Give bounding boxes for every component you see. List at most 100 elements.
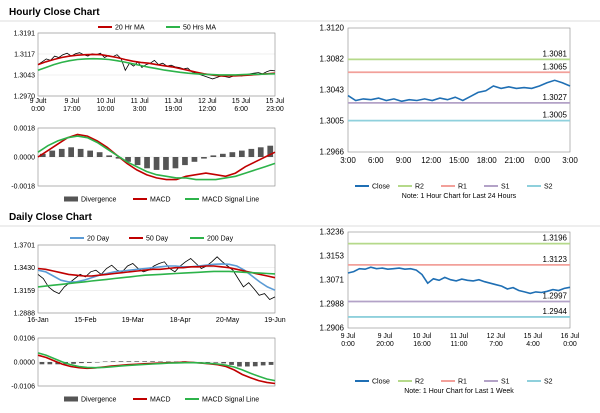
divergence-bar [158,361,163,362]
y-tick-label: 0.0106 [14,336,36,343]
divergence-bar [94,362,100,363]
x-tick-label: 10:00 [97,106,115,113]
x-tick-label: 7:00 [489,341,503,348]
legend-label: 20 Day [87,236,110,243]
series-line-signal [37,135,276,181]
x-tick-label: 15:00 [449,156,470,165]
divergence-bar [96,152,103,157]
x-tick-label: 19-Jun [264,317,286,324]
series-line-close [347,266,571,295]
divergence-bar [245,362,250,367]
divergence-bar [49,150,56,157]
divergence-bar [144,157,150,169]
legend-label: S1 [501,379,510,386]
legend-label: S1 [501,184,510,191]
chart-note: Note: 1 Hour Chart for Last 24 Hours [402,193,517,200]
y-tick-label: 1.3191 [14,31,36,38]
divergence-bar [115,157,122,159]
x-tick-label: 3:00 [133,106,147,113]
y-tick-label: 0.0000 [14,360,36,367]
divergence-bar [239,150,245,157]
divergence-bar [118,361,124,362]
y-tick-label: 1.2988 [320,300,345,309]
divergence-bar [248,148,255,157]
x-tick-label: 0:00 [563,341,577,348]
y-tick-label: 1.2970 [14,94,36,101]
legend-label: R1 [458,379,467,386]
x-tick-label: 6:00 [234,106,248,113]
series-line-ma_long [37,270,276,288]
divergence-bar [166,361,171,362]
x-tick-label: 15 Jul [232,98,251,105]
plot-frame [347,231,571,329]
series-line-ma_fast [37,265,276,279]
y-tick-label: 1.3153 [320,252,345,261]
divergence-bar [221,362,226,364]
x-tick-label: 18-Apr [170,317,192,324]
x-tick-label: 12 Jul [487,333,506,340]
series-line-macd [37,133,276,181]
divergence-bar [257,147,264,157]
divergence-bar [191,157,198,162]
divergence-bar [102,361,108,362]
x-tick-label: 20:00 [376,341,394,348]
divergence-bar [87,150,93,157]
divergence-bar [229,152,236,157]
daily-section-title: Daily Close Chart [9,212,92,223]
x-tick-label: 15-Feb [74,317,96,324]
x-tick-label: 3:00 [340,156,356,165]
divergence-bar [260,362,266,366]
y-tick-label: 1.3236 [320,228,345,237]
divergence-bar [267,145,274,157]
x-tick-label: 3:00 [562,156,578,165]
y-tick-label: 1.3071 [320,276,345,285]
y-tick-label: 1.3043 [320,86,345,95]
legend-swatch-divergence [64,196,78,202]
series-line-ma_20d [37,263,276,291]
divergence-bar [150,361,155,362]
divergence-bar [182,157,188,166]
legend-label: MACD Signal Line [202,197,259,204]
y-tick-label: 1.2888 [14,311,36,318]
x-tick-label: 12 Jul [198,98,217,105]
y-tick-label: 1.3120 [320,24,345,33]
divergence-bar [68,147,74,157]
legend-label: S2 [544,184,553,191]
divergence-bar [134,361,140,362]
y-tick-label: -0.0018 [11,184,35,191]
x-tick-label: 9 Jul [341,333,356,340]
legend-label: R2 [415,184,424,191]
level-label-r1: 1.3065 [543,62,568,71]
x-tick-label: 9 Jul [64,98,79,105]
divergence-bar [126,361,132,362]
legend-label: MACD Signal Line [202,397,259,404]
x-tick-label: 0:00 [341,341,355,348]
series-line-ma_slow [37,57,276,76]
y-tick-label: -0.0106 [11,384,35,391]
y-tick-label: 1.2906 [320,324,345,333]
y-tick-label: 1.3005 [320,117,345,126]
divergence-bar [220,153,226,157]
x-tick-label: 16-Jan [27,317,49,324]
level-label-s1: 1.2997 [543,292,568,301]
series-line-signal [37,352,276,382]
x-tick-label: 21:00 [504,156,525,165]
x-tick-label: 19-Mar [122,317,145,324]
legend-label: MACD [150,197,171,204]
legend-label: S2 [544,379,553,386]
divergence-bar [213,362,219,363]
divergence-bar [210,155,217,157]
y-tick-label: 1.3430 [14,265,36,272]
y-tick-label: 1.3701 [14,243,36,250]
plot-frame [37,337,276,387]
x-tick-label: 15 Jul [524,333,543,340]
series-line-ma_fast [37,53,276,77]
y-tick-label: 1.3159 [14,288,36,295]
level-label-s2: 1.2944 [543,307,568,316]
divergence-bar [134,157,141,166]
divergence-bar [125,157,131,162]
level-label-r1: 1.3123 [543,255,568,264]
hourly-section-title: Hourly Close Chart [9,7,100,18]
